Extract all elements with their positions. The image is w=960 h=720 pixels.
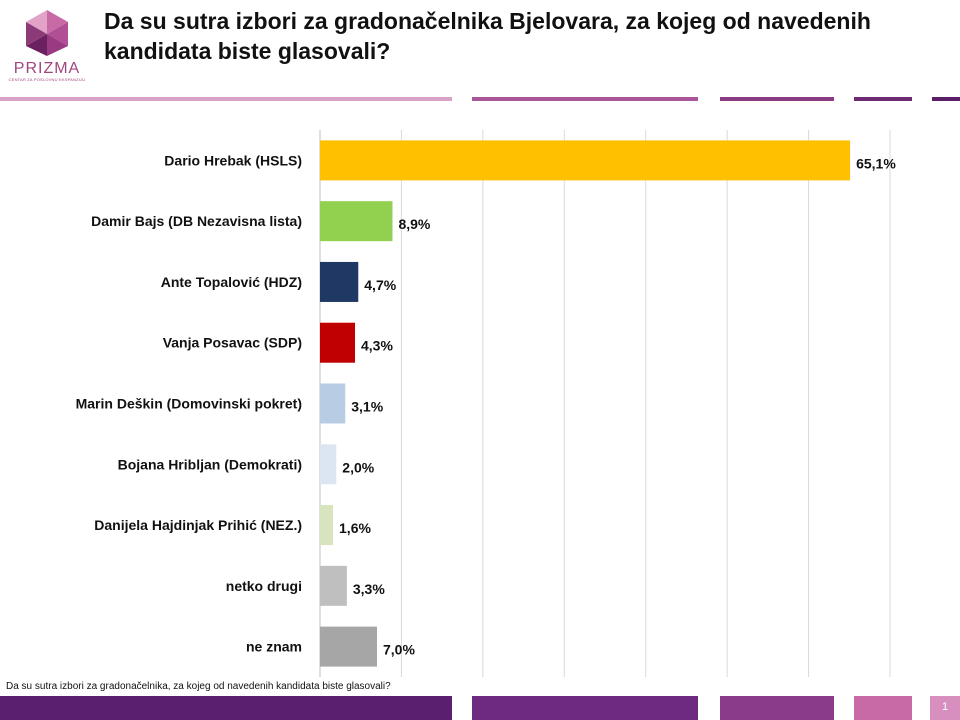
logo-wordmark: PRIZMA — [13, 60, 81, 77]
header-divider-2 — [472, 97, 698, 101]
category-label: ne znam — [246, 639, 302, 655]
category-label: netko drugi — [226, 578, 302, 594]
category-label: Damir Bajs (DB Nezavisna lista) — [91, 213, 302, 229]
category-label: Ante Topalović (HDZ) — [161, 274, 302, 290]
bar — [320, 261, 359, 302]
header-divider-3 — [720, 97, 834, 101]
page-title: Da su sutra izbori za gradonačelnika Bje… — [104, 8, 871, 64]
page-number: 1 — [930, 696, 960, 720]
bar — [320, 140, 851, 181]
data-label: 1,6% — [339, 520, 371, 536]
footer-block-1 — [0, 696, 452, 720]
category-label: Danijela Hajdinjak Prihić (NEZ.) — [94, 517, 302, 533]
bar-chart: Dario Hrebak (HSLS) 65,1% Damir Bajs (DB N… — [76, 130, 896, 677]
bar — [320, 383, 346, 424]
data-label: 3,3% — [353, 581, 385, 597]
bar — [320, 322, 356, 363]
data-label: 4,3% — [361, 338, 393, 354]
header-divider-4 — [854, 97, 912, 101]
logo-tagline: CENTAR ZA POSLOVNU EKSPANZIJU — [8, 77, 86, 82]
data-label: 2,0% — [342, 459, 374, 475]
data-label: 3,1% — [351, 399, 383, 415]
data-label: 65,1% — [856, 155, 896, 171]
footnote: Da su sutra izbori za gradonačelnika, za… — [6, 681, 391, 692]
bar — [320, 626, 377, 667]
prism-icon — [26, 10, 68, 56]
bar — [320, 505, 334, 546]
prizma-logo: PRIZMA CENTAR ZA POSLOVNU EKSPANZIJU — [4, 2, 90, 88]
category-label: Dario Hrebak (HSLS) — [164, 152, 302, 168]
footer-block-3 — [720, 696, 834, 720]
category-label: Bojana Hribljan (Demokrati) — [118, 456, 302, 472]
bar — [320, 444, 337, 485]
data-label: 4,7% — [364, 277, 396, 293]
category-label: Vanja Posavac (SDP) — [163, 335, 302, 351]
bar — [320, 565, 347, 606]
header-divider-5 — [932, 97, 960, 101]
category-label: Marin Deškin (Domovinski pokret) — [76, 396, 302, 412]
header-divider-1 — [0, 97, 452, 101]
footer-block-2 — [472, 696, 698, 720]
footer-block-4 — [854, 696, 912, 720]
data-label: 7,0% — [383, 642, 415, 658]
bar — [320, 201, 393, 242]
data-label: 8,9% — [398, 216, 430, 232]
